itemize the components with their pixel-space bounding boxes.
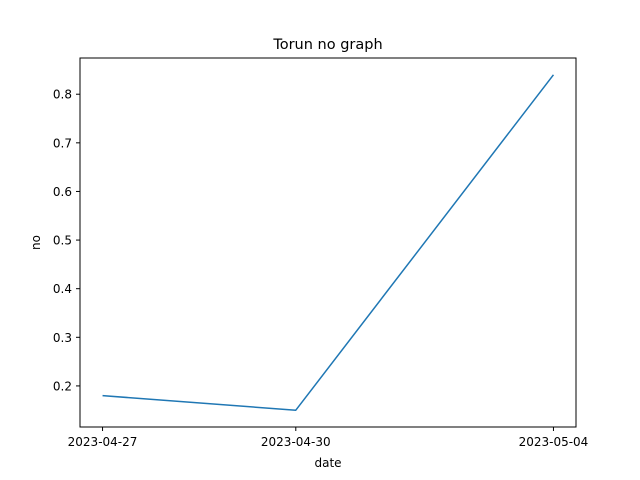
x-tick-label: 2023-05-04 xyxy=(519,435,589,449)
chart-title: Torun no graph xyxy=(272,37,382,53)
series-line xyxy=(102,74,555,411)
y-tick-label: 0.4 xyxy=(53,282,72,296)
y-axis: 0.2 0.3 0.4 0.5 0.6 0.7 0.8 xyxy=(53,88,80,393)
y-tick-label: 0.8 xyxy=(53,88,72,102)
series-layer xyxy=(102,74,555,411)
y-tick-label: 0.2 xyxy=(53,379,72,393)
plot-area-frame xyxy=(79,57,577,428)
y-axis-title: no xyxy=(29,235,43,250)
x-axis: 2023-04-27 2023-04-30 2023-05-04 xyxy=(68,427,589,449)
y-tick-label: 0.6 xyxy=(53,185,72,199)
y-tick-label: 0.7 xyxy=(53,136,72,150)
x-tick-label: 2023-04-27 xyxy=(68,435,138,449)
x-tick-label: 2023-04-30 xyxy=(261,435,331,449)
y-tick-label: 0.3 xyxy=(53,331,72,345)
y-tick-label: 0.5 xyxy=(53,234,72,248)
x-axis-title: date xyxy=(314,456,341,470)
